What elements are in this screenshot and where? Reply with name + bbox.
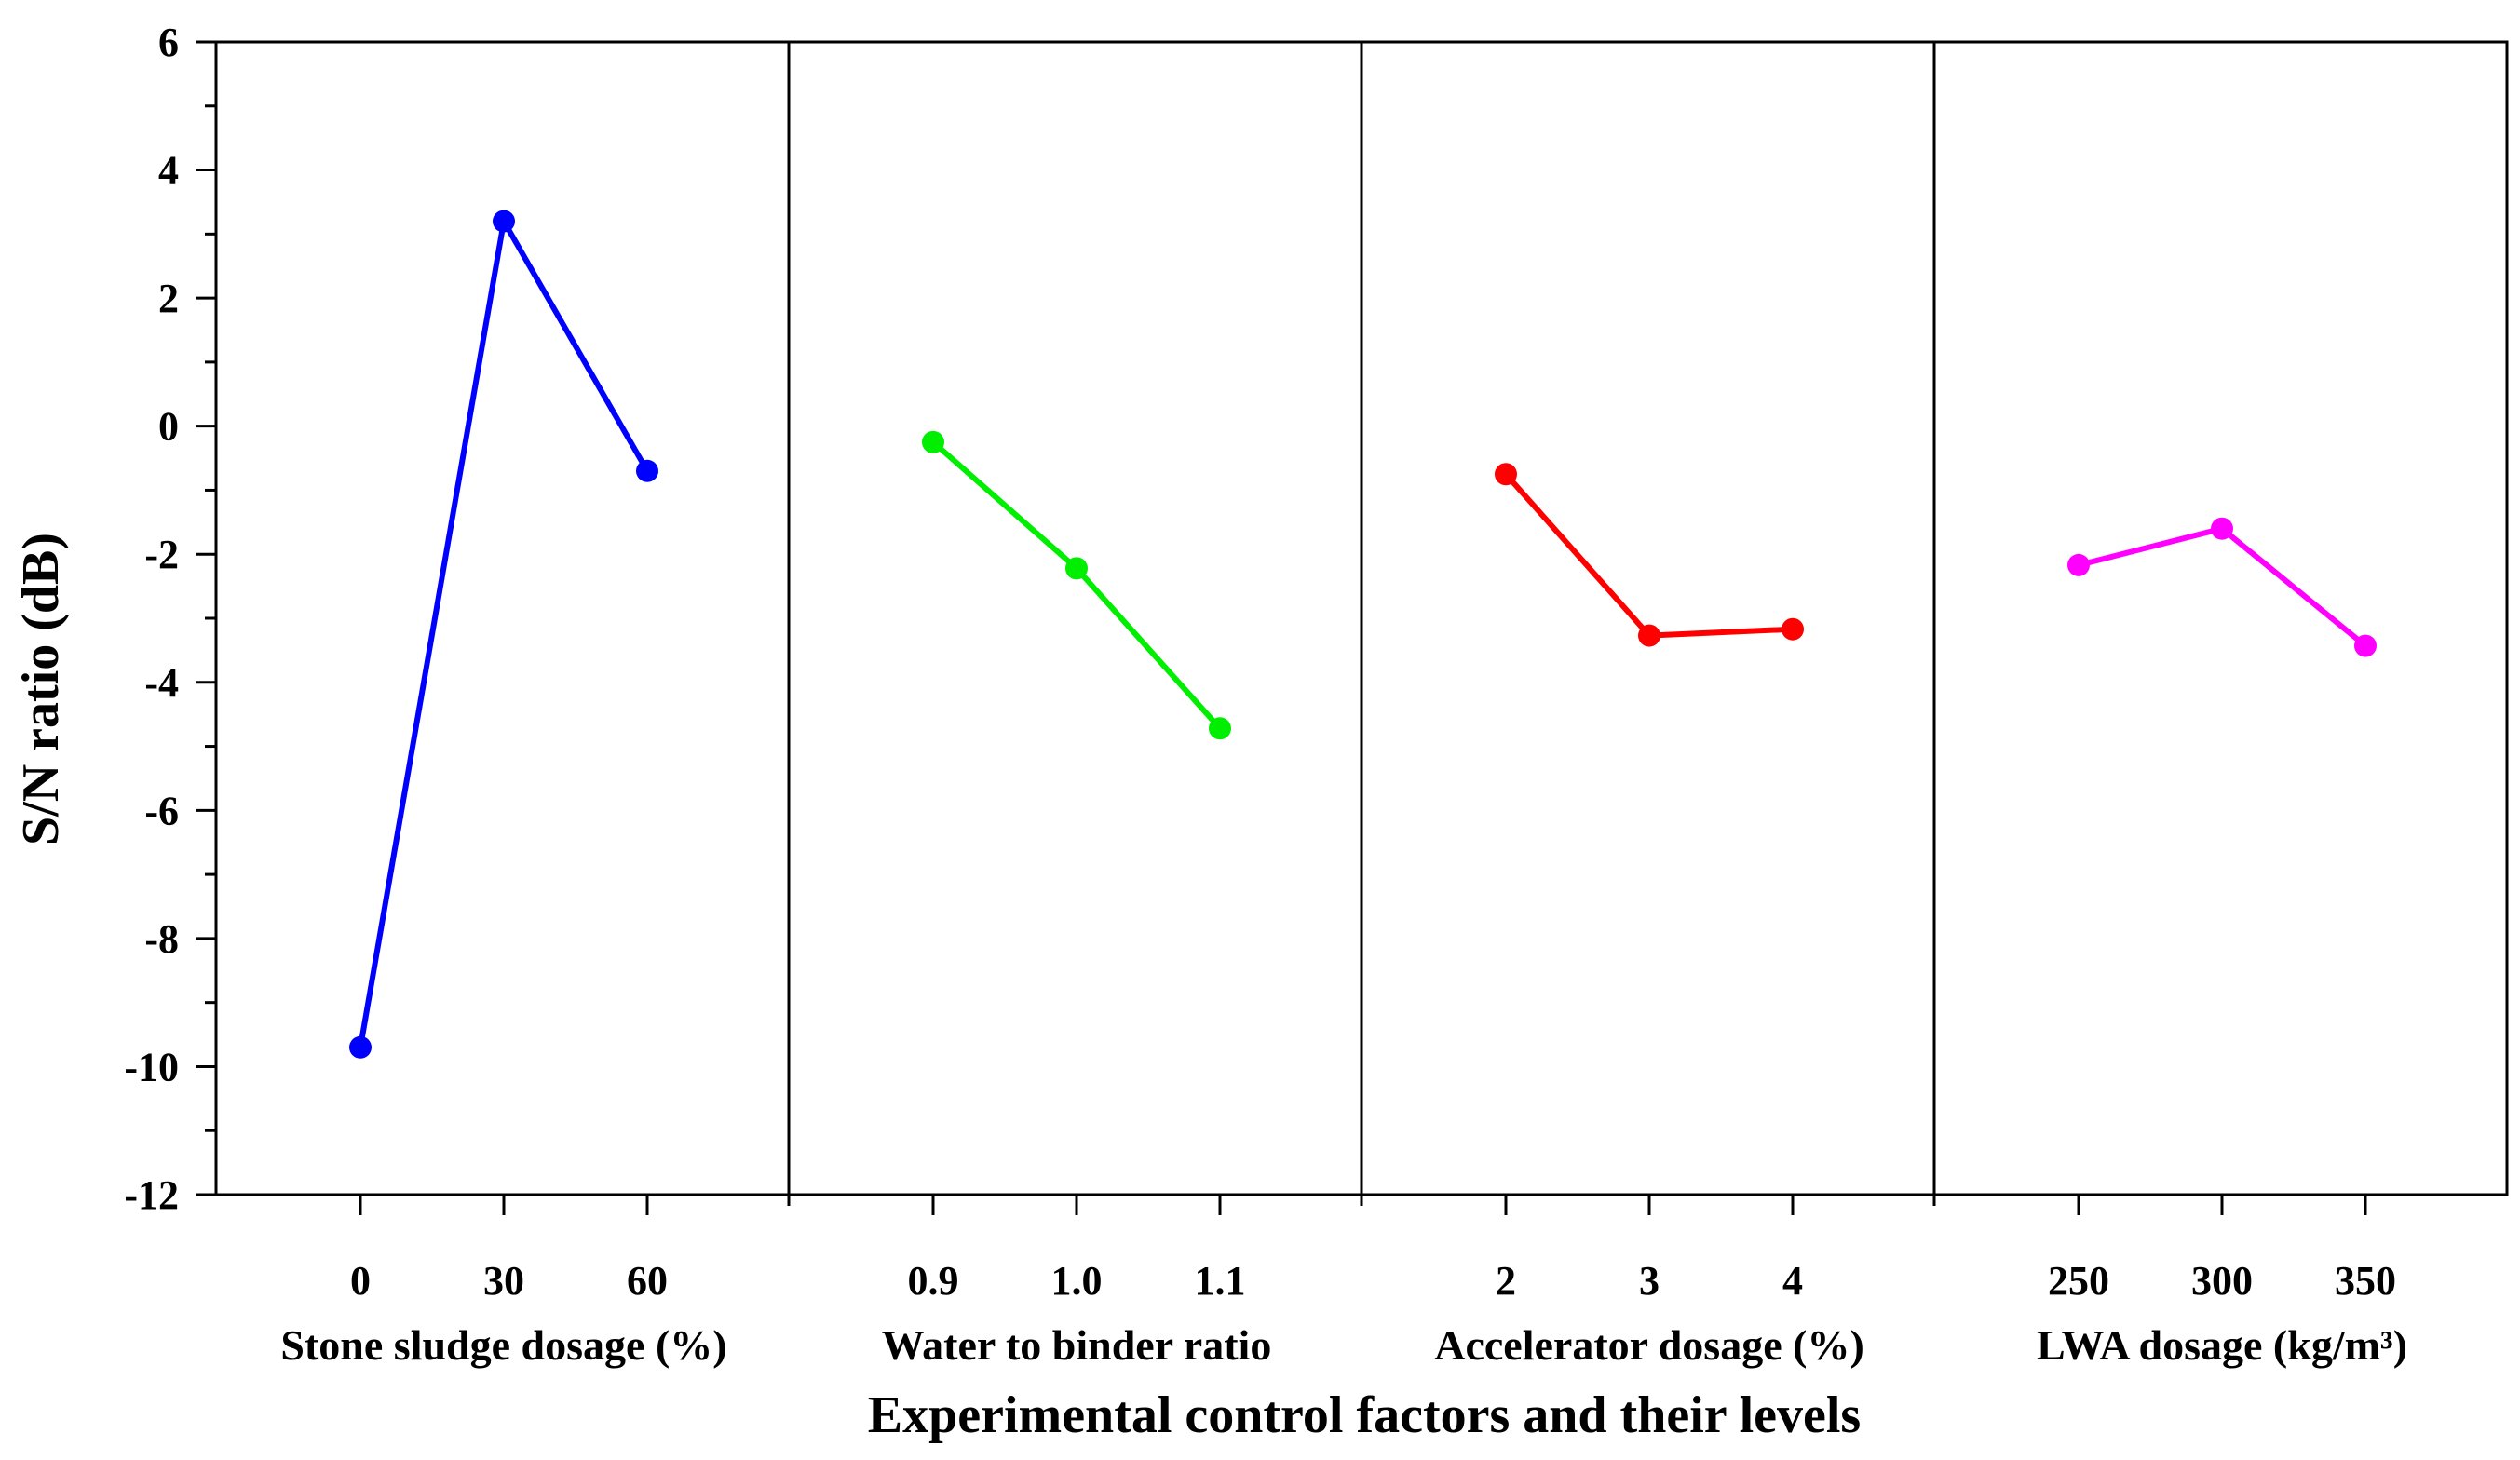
data-point bbox=[1495, 463, 1517, 486]
data-point bbox=[493, 210, 515, 233]
x-axis-title: Experimental control factors and their l… bbox=[868, 1386, 1861, 1444]
data-point bbox=[636, 459, 658, 482]
y-tick-label: 4 bbox=[158, 148, 179, 194]
data-point bbox=[2067, 553, 2090, 576]
series-group bbox=[2067, 517, 2377, 657]
data-point bbox=[349, 1035, 372, 1059]
y-tick-label: -6 bbox=[144, 788, 179, 833]
factor-label: Stone sludge dosage (%) bbox=[280, 1321, 726, 1369]
y-tick-label: 2 bbox=[158, 276, 179, 321]
data-point bbox=[2354, 634, 2377, 657]
y-axis-title: S/N ratio (dB) bbox=[12, 533, 70, 845]
series-line bbox=[358, 218, 650, 1048]
data-point bbox=[2211, 517, 2233, 540]
series-group bbox=[349, 210, 658, 1059]
series-line bbox=[1503, 472, 1794, 639]
y-tick-label: -8 bbox=[144, 916, 179, 962]
y-tick-label: 6 bbox=[158, 20, 179, 65]
factor-label: LWA dosage (kg/m³) bbox=[2037, 1321, 2407, 1369]
data-point bbox=[1782, 617, 1804, 641]
x-level-label: 3 bbox=[1639, 1258, 1660, 1304]
series-group bbox=[1495, 463, 1804, 647]
y-tick-label: -2 bbox=[144, 532, 179, 577]
series-line bbox=[931, 439, 1223, 731]
labels-layer: S/N ratio (dB) Experimental control fact… bbox=[12, 20, 2407, 1444]
factor-label: Accelerator dosage (%) bbox=[1434, 1321, 1864, 1369]
y-tick-label: -12 bbox=[124, 1172, 179, 1218]
y-tick-label: 0 bbox=[158, 404, 179, 450]
series-line bbox=[2078, 525, 2367, 648]
y-tick-label: -10 bbox=[124, 1044, 179, 1089]
data-point bbox=[1209, 717, 1231, 740]
y-tick-label: -4 bbox=[144, 660, 179, 706]
x-level-label: 0.9 bbox=[908, 1258, 959, 1304]
x-level-label: 0 bbox=[350, 1258, 371, 1304]
data-point bbox=[1065, 557, 1088, 580]
x-level-label: 4 bbox=[1782, 1258, 1803, 1304]
data-point bbox=[1638, 624, 1660, 647]
x-level-label: 1.1 bbox=[1195, 1258, 1246, 1304]
x-level-label: 250 bbox=[2048, 1258, 2109, 1304]
data-point bbox=[922, 430, 944, 453]
x-level-label: 2 bbox=[1496, 1258, 1516, 1304]
x-level-label: 300 bbox=[2191, 1258, 2253, 1304]
series-group bbox=[922, 430, 1231, 740]
axes-layer bbox=[196, 40, 2509, 1215]
x-level-label: 350 bbox=[2335, 1258, 2396, 1304]
series-layer bbox=[349, 210, 2377, 1059]
x-level-label: 30 bbox=[483, 1258, 524, 1304]
x-level-label: 1.0 bbox=[1051, 1258, 1103, 1304]
x-level-label: 60 bbox=[627, 1258, 668, 1304]
factor-label: Water to binder ratio bbox=[882, 1321, 1272, 1369]
